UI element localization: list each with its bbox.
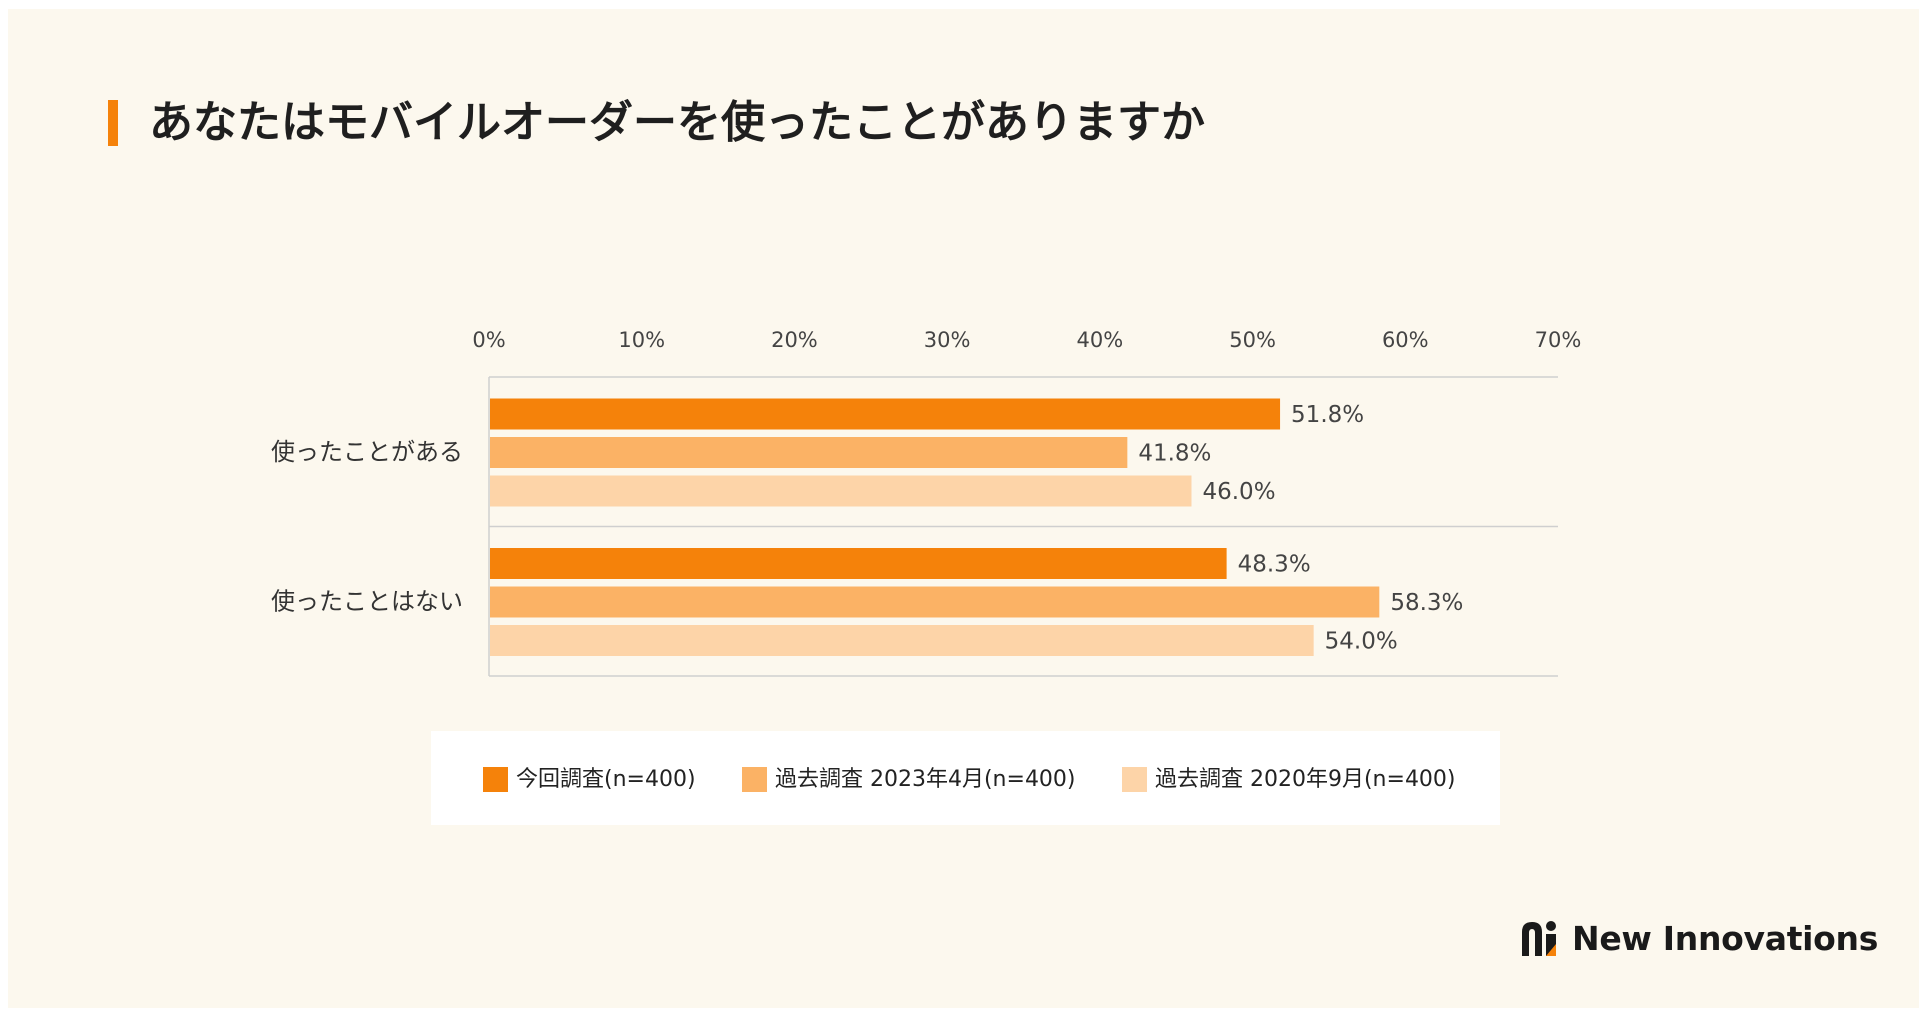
x-tick-label: 50% [1229, 328, 1276, 352]
legend-swatch-current [483, 767, 508, 792]
bar [490, 475, 1192, 507]
bar-value-label: 46.0% [1202, 479, 1275, 505]
legend: 今回調査(n=400) 過去調査 2023年4月(n=400) 過去調査 202… [431, 731, 1500, 825]
bar [490, 398, 1281, 430]
new-innovations-logo-icon [1522, 921, 1556, 956]
category-label: 使ったことはない [271, 587, 463, 615]
x-tick-label: 30% [924, 328, 971, 352]
legend-item-past-2020: 過去調査 2020年9月(n=400) [1122, 767, 1456, 792]
brand-logo: New Innovations [1520, 918, 1878, 958]
legend-label-past-2023: 過去調査 2023年4月(n=400) [775, 767, 1076, 792]
bar [490, 625, 1314, 656]
x-tick-label: 70% [1535, 328, 1582, 352]
x-tick-label: 60% [1382, 328, 1429, 352]
legend-item-current: 今回調査(n=400) [483, 767, 696, 792]
title-accent-bar [108, 100, 118, 146]
bar-value-label: 41.8% [1138, 441, 1211, 467]
chart-canvas: あなたはモバイルオーダーを使ったことがありますか [8, 9, 1919, 1008]
x-tick-label: 10% [618, 328, 665, 352]
legend-label-current: 今回調査(n=400) [516, 767, 696, 792]
x-tick-label: 20% [771, 328, 818, 352]
bar-value-label: 54.0% [1325, 629, 1398, 655]
legend-item-past-2023: 過去調査 2023年4月(n=400) [742, 767, 1076, 792]
legend-label-past-2020: 過去調査 2020年9月(n=400) [1155, 767, 1456, 792]
bar [490, 548, 1227, 579]
x-tick-label: 40% [1077, 328, 1124, 352]
bar-value-label: 58.3% [1390, 590, 1463, 616]
bar [490, 437, 1128, 468]
category-label: 使ったことがある [271, 438, 463, 466]
bar-value-label: 51.8% [1291, 402, 1364, 428]
chart-title: あなたはモバイルオーダーを使ったことがありますか [149, 97, 1205, 148]
logo-text: New Innovations [1572, 918, 1879, 958]
bar-value-label: 48.3% [1238, 552, 1311, 578]
bar [490, 586, 1380, 618]
legend-swatch-past-2023 [742, 767, 767, 792]
x-tick-label: 0% [472, 328, 505, 352]
legend-swatch-past-2020 [1122, 767, 1147, 792]
